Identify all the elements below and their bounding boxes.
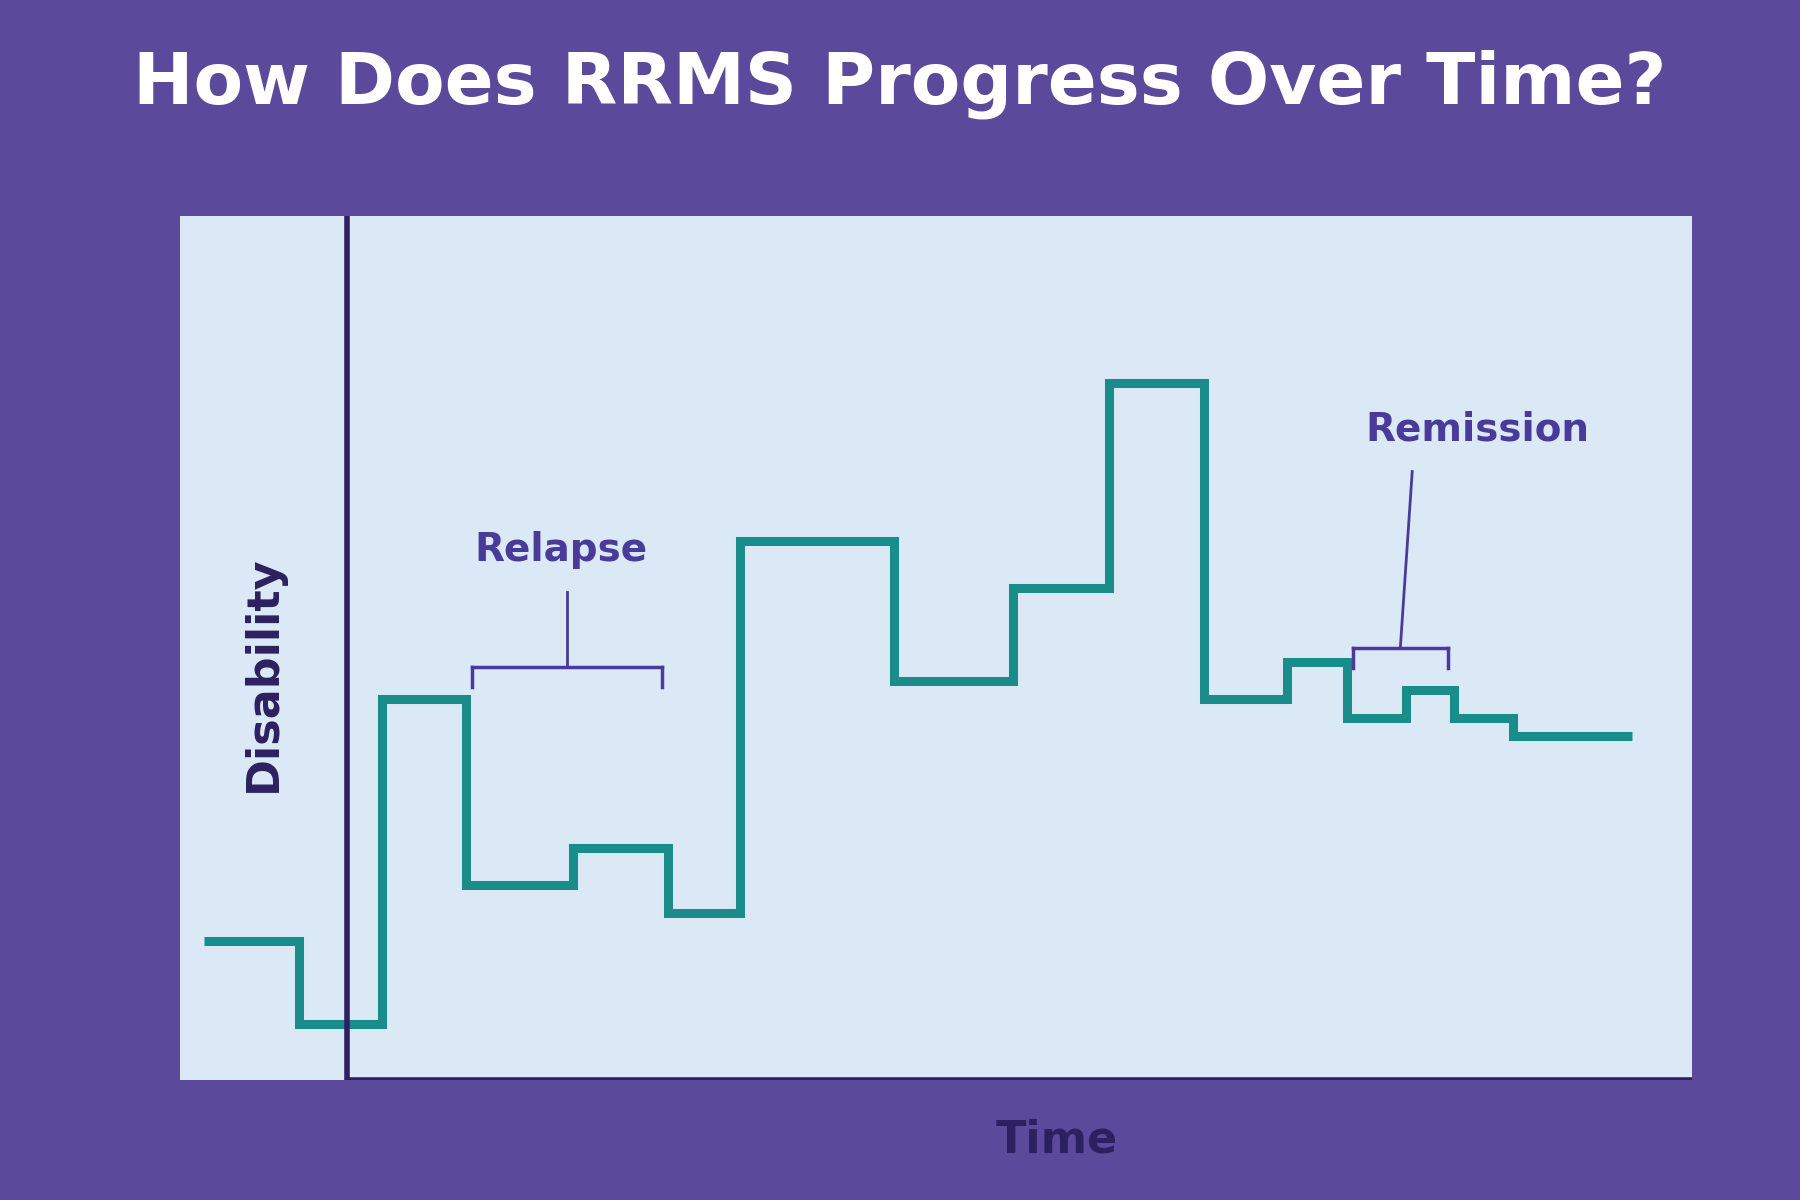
Text: Remission: Remission <box>1366 410 1589 449</box>
Text: Disability: Disability <box>241 556 284 792</box>
Text: Time: Time <box>995 1118 1118 1162</box>
Text: How Does RRMS Progress Over Time?: How Does RRMS Progress Over Time? <box>133 49 1667 119</box>
Text: Relapse: Relapse <box>475 532 648 569</box>
